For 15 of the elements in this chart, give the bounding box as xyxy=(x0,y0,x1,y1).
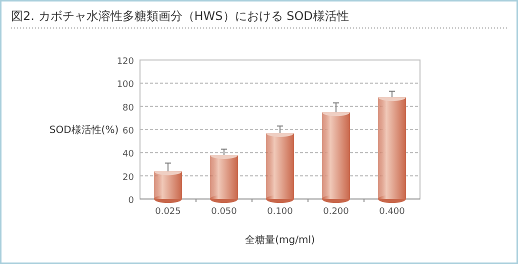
y-tick-label: 100 xyxy=(116,80,134,90)
x-tick-label: 0.025 xyxy=(155,207,181,217)
x-tick-label: 0.200 xyxy=(323,207,350,217)
y-tick-label: 0 xyxy=(128,196,134,206)
y-tick-label: 20 xyxy=(122,172,134,183)
y-axis-title: SOD様活性(%) xyxy=(49,124,119,136)
x-tick-label: 0.050 xyxy=(211,207,238,217)
y-tick-label: 120 xyxy=(116,57,134,67)
x-tick-label: 0.100 xyxy=(267,207,294,217)
x-axis-title: 全糖量(mg/ml) xyxy=(245,234,315,246)
y-tick-label: 60 xyxy=(122,126,134,136)
y-tick-label: 80 xyxy=(122,103,134,114)
y-tick-label: 40 xyxy=(122,150,134,160)
x-tick-label: 0.400 xyxy=(379,207,406,217)
chart-title: 図2. カボチャ水溶性多糖類画分（HWS）における SOD様活性 xyxy=(11,9,349,23)
